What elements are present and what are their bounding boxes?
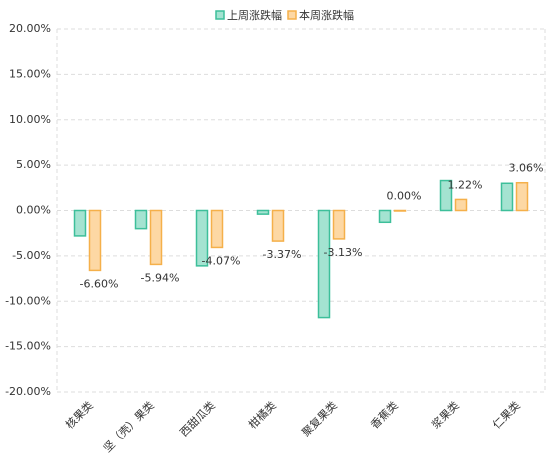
bar [256,209,270,215]
bar [73,209,87,237]
x-tick-label: 柑橘类 [246,398,279,431]
data-label: -3.37% [263,248,302,261]
x-tick-label: 核果类 [63,398,96,431]
data-label: -5.94% [141,271,180,284]
y-tick-label: -20.00% [5,385,51,398]
x-tick-label: 聚复果类 [299,398,340,439]
data-label: 0.00% [387,190,422,203]
data-label: -4.07% [202,254,241,267]
y-tick-label: 10.00% [9,113,51,126]
y-tick-label: -10.00% [5,294,51,307]
data-label: 3.06% [509,162,544,175]
bar [271,209,285,242]
x-tick-label: 浆果类 [429,398,462,431]
bar [454,198,468,212]
bar [317,209,331,319]
x-tick-label: 仁果类 [490,398,523,431]
y-tick-label: -15.00% [5,340,51,353]
bar [500,182,514,212]
bar [332,209,346,240]
y-tick-label: 0.00% [16,204,51,217]
y-tick-label: 20.00% [9,22,51,35]
x-tick-label: 西甜瓜类 [177,398,218,439]
legend-label: 上周涨跌幅 [227,8,282,22]
bar [515,181,529,212]
bar [210,209,224,249]
bar [134,209,148,230]
data-label: -6.60% [80,277,119,290]
x-tick-label: 坚（壳）果类 [100,398,157,455]
bar [393,209,407,212]
y-tick-label: 5.00% [16,158,51,171]
bar [195,209,209,267]
bar [88,209,102,272]
bar [149,209,163,266]
bar [378,209,392,224]
y-tick-label: 15.00% [9,67,51,80]
legend-swatch [287,10,297,20]
x-tick-label: 香蕉类 [368,398,401,431]
y-tick-label: -5.00% [12,249,51,262]
data-label: 1.22% [448,178,483,191]
legend-swatch [215,10,225,20]
data-label: -3.13% [324,246,363,259]
legend-label: 本周涨跌幅 [299,8,354,22]
bar [439,179,453,212]
